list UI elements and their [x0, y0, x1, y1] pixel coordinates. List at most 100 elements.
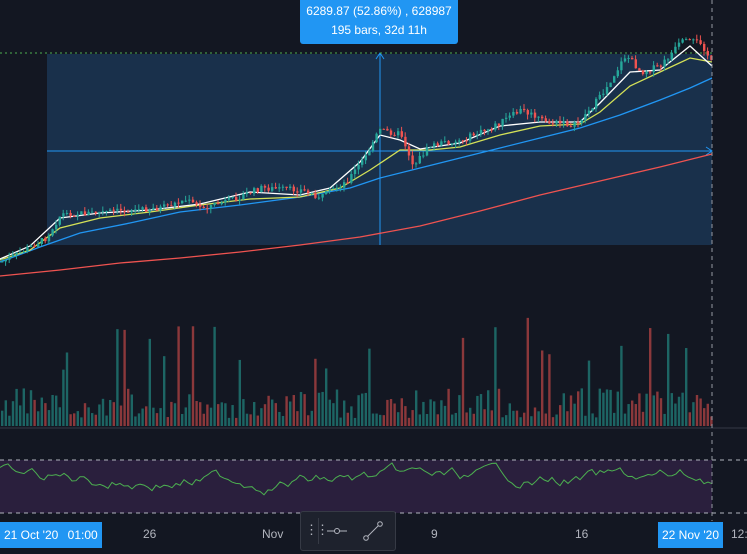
candle-body — [184, 200, 187, 202]
volume-bar — [616, 391, 619, 426]
time-axis-label-26: 26 — [143, 527, 157, 541]
candle-body — [483, 129, 486, 132]
volume-bar — [116, 329, 119, 426]
candle-body — [166, 204, 169, 206]
candle-body — [145, 207, 148, 212]
candle-body — [159, 206, 162, 211]
candle-body — [476, 134, 479, 136]
candle-body — [389, 130, 393, 135]
candle-body — [422, 155, 425, 157]
volume-bar — [155, 413, 159, 426]
candle-body — [267, 187, 270, 191]
volume-bar — [494, 327, 497, 426]
volume-bar — [29, 390, 33, 426]
trend-line-button[interactable] — [358, 516, 388, 546]
volume-bar — [605, 389, 609, 426]
candle-body — [206, 207, 209, 209]
candle-body — [407, 146, 411, 156]
candle-body — [379, 128, 382, 134]
candle-body — [191, 199, 195, 203]
volume-bar — [562, 393, 565, 426]
volume-bar — [278, 411, 281, 426]
candle-body — [569, 125, 573, 127]
candle-body — [368, 150, 371, 156]
candle-body — [469, 133, 472, 141]
horizontal-line-button[interactable] — [322, 516, 352, 546]
volume-bar — [379, 414, 382, 426]
time-axis-label-nov: Nov — [262, 527, 284, 541]
candle-body — [33, 245, 36, 247]
candle-body — [584, 114, 587, 121]
volume-bar — [339, 417, 342, 426]
volume-bar — [479, 394, 483, 426]
volume-bar — [523, 412, 526, 426]
candle-body — [577, 121, 580, 124]
drag-handle-icon[interactable]: ⋮⋮ — [305, 522, 329, 537]
candle-body — [451, 143, 454, 145]
volume-bar — [530, 416, 533, 426]
candle-body — [1, 261, 4, 263]
candle-body — [199, 204, 202, 207]
candlestick-series[interactable] — [1, 34, 713, 266]
volume-bar — [307, 415, 310, 426]
candle-body — [519, 108, 522, 114]
candle-body — [667, 59, 670, 61]
volume-bar — [386, 399, 389, 426]
candle-body — [652, 65, 655, 73]
volume-bar — [314, 358, 317, 426]
volume-bar — [371, 413, 375, 426]
candle-body — [130, 210, 133, 213]
volume-bar — [353, 417, 357, 426]
volume-bar — [659, 398, 663, 426]
oscillator-line — [0, 462, 713, 496]
volume-bar — [433, 401, 436, 426]
candle-body — [65, 212, 69, 214]
volume-bar — [98, 404, 101, 426]
candle-body — [177, 202, 180, 204]
volume-bar — [400, 398, 403, 426]
volume-bar — [533, 407, 537, 426]
volume-bar — [127, 388, 130, 426]
volume-bar — [692, 402, 695, 426]
volume-bar — [688, 412, 691, 426]
candle-body — [508, 115, 511, 118]
time-axis-start-date: 21 Oct '20 — [4, 528, 59, 542]
volume-bar — [710, 416, 713, 426]
volume-bar — [634, 404, 637, 426]
candle-body — [677, 42, 681, 47]
volume-bar — [220, 402, 223, 426]
candle-body — [436, 143, 439, 146]
candle-body — [253, 188, 256, 194]
volume-bar — [80, 417, 83, 426]
volume-bar — [159, 408, 162, 426]
volume-bar — [91, 413, 94, 426]
candle-body — [598, 94, 601, 99]
volume-bar — [411, 410, 414, 426]
volume-bar — [76, 411, 79, 426]
candle-body — [80, 211, 83, 215]
candle-body — [181, 200, 184, 204]
volume-bar — [472, 413, 475, 426]
candle-body — [256, 188, 259, 193]
candle-body — [152, 207, 155, 210]
measure-price-change: 6289.87 (52.86%) , 628987 — [306, 4, 452, 18]
volume-bar — [397, 412, 400, 426]
volume-bar — [519, 417, 522, 426]
volume-bar — [253, 402, 256, 426]
candle-body — [616, 70, 619, 77]
candle-body — [429, 146, 432, 148]
candle-body — [101, 211, 105, 213]
candle-body — [400, 131, 403, 137]
candle-body — [281, 186, 285, 188]
candle-body — [271, 187, 274, 191]
candle-body — [699, 40, 702, 44]
volume-bar — [328, 399, 331, 426]
volume-bar — [440, 400, 443, 426]
volume-bar — [292, 395, 295, 426]
time-axis-end-label: 22 Nov '20 — [658, 522, 723, 548]
time-axis-label-9: 9 — [431, 527, 438, 541]
volume-bar — [199, 402, 202, 426]
volume-bar — [137, 413, 141, 426]
candle-body — [523, 108, 526, 111]
